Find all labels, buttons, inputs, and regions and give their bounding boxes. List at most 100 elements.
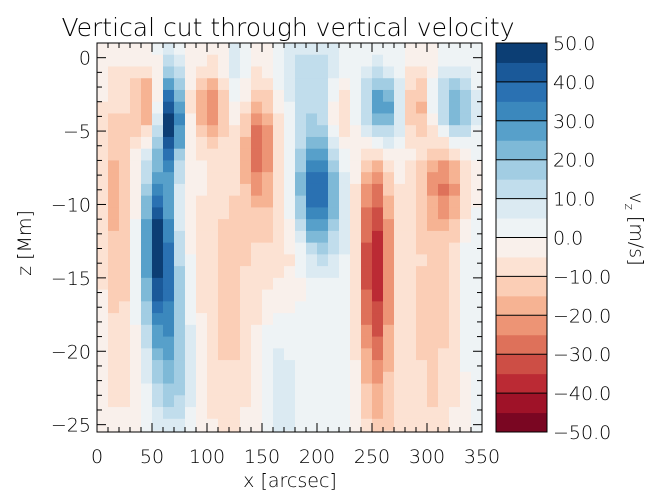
heatmap-cell [427,219,439,232]
heatmap-cell [108,230,120,244]
heatmap-cell [262,148,274,162]
heatmap-cell [141,195,153,208]
heatmap-cell [295,324,307,338]
heatmap-cell [427,371,439,385]
heatmap-cell [405,136,417,150]
heatmap-cell [295,66,307,79]
heatmap-cell [306,183,318,197]
heatmap-cell [185,336,197,349]
heatmap-cell [295,242,307,255]
heatmap-cell [350,230,362,244]
colorbar-tick-label: 50.0 [553,33,595,55]
heatmap-cell [262,289,274,302]
colorbar-level [496,218,547,238]
heatmap-cell [196,219,208,232]
heatmap-cell [416,183,428,197]
heatmap-cell [317,160,329,173]
heatmap-cell [174,195,186,208]
heatmap-cell [273,101,285,115]
heatmap-cell [174,301,186,314]
heatmap-cell [130,66,142,79]
heatmap-cell [295,407,307,420]
heatmap-cell [141,183,153,197]
heatmap-cell [361,66,373,79]
heatmap-cell [460,360,472,373]
heatmap-cell [306,89,318,103]
heatmap-cell [174,336,186,349]
heatmap-cell [372,172,384,185]
heatmap-cell [350,54,362,68]
heatmap-cell [427,207,439,220]
heatmap-cell [130,195,142,208]
heatmap-cell [427,289,439,302]
heatmap-cell [97,113,109,126]
heatmap-cell [251,407,263,420]
heatmap-cell [185,395,197,408]
heatmap-cell [449,418,461,432]
heatmap-cell [383,360,395,373]
heatmap-cell [317,266,329,279]
heatmap-cell [427,301,439,314]
heatmap-cell [141,242,153,255]
heatmap-cell [130,219,142,232]
heatmap-cell [284,43,296,56]
heatmap-cell [152,277,164,291]
heatmap-cell [471,289,483,302]
heatmap-cell [196,230,208,244]
heatmap-cell [416,207,428,220]
heatmap-cell [460,242,472,255]
y-tick-label: −5 [63,121,91,143]
heatmap-cell [218,395,230,408]
colorbar-tick-label: −50.0 [553,422,611,444]
heatmap-cell [108,289,120,302]
heatmap-cell [108,277,120,291]
heatmap-cell [460,136,472,150]
heatmap-cell [207,113,219,126]
heatmap-cell [438,113,450,126]
heatmap-cell [262,172,274,185]
heatmap-cell [405,101,417,115]
heatmap-cell [460,43,472,56]
heatmap-cell [328,219,340,232]
heatmap-cell [251,242,263,255]
heatmap-cell [251,113,263,126]
heatmap-cell [130,54,142,68]
heatmap-cell [284,54,296,68]
heatmap-cell [471,78,483,91]
heatmap-cell [196,160,208,173]
heatmap-cell [361,242,373,255]
heatmap-cell [97,289,109,302]
heatmap-cell [240,230,252,244]
heatmap-cell [394,101,406,115]
heatmap-cell [152,160,164,173]
heatmap-cell [306,266,318,279]
heatmap-cell [284,324,296,338]
heatmap-cell [405,313,417,326]
heatmap-cell [229,266,241,279]
heatmap-cell [306,407,318,420]
heatmap-cell [295,160,307,173]
heatmap-cell [372,125,384,138]
heatmap-cell [394,207,406,220]
heatmap-cell [317,148,329,162]
heatmap-cell [262,66,274,79]
heatmap-cell [295,301,307,314]
heatmap-cell [295,348,307,361]
heatmap-cell [152,172,164,185]
heatmap-cell [262,360,274,373]
heatmap-cell [284,301,296,314]
heatmap-cell [471,407,483,420]
heatmap-cell [449,301,461,314]
heatmap-cell [251,172,263,185]
heatmap-cell [416,324,428,338]
heatmap-cell [394,395,406,408]
heatmap-cell [251,195,263,208]
heatmap-cell [449,242,461,255]
heatmap-cell [372,371,384,385]
heatmap-cell [240,383,252,396]
colorbar-level [496,315,547,336]
heatmap-cell [383,301,395,314]
heatmap-cell [284,207,296,220]
heatmap-cell [196,383,208,396]
heatmap-cell [328,78,340,91]
